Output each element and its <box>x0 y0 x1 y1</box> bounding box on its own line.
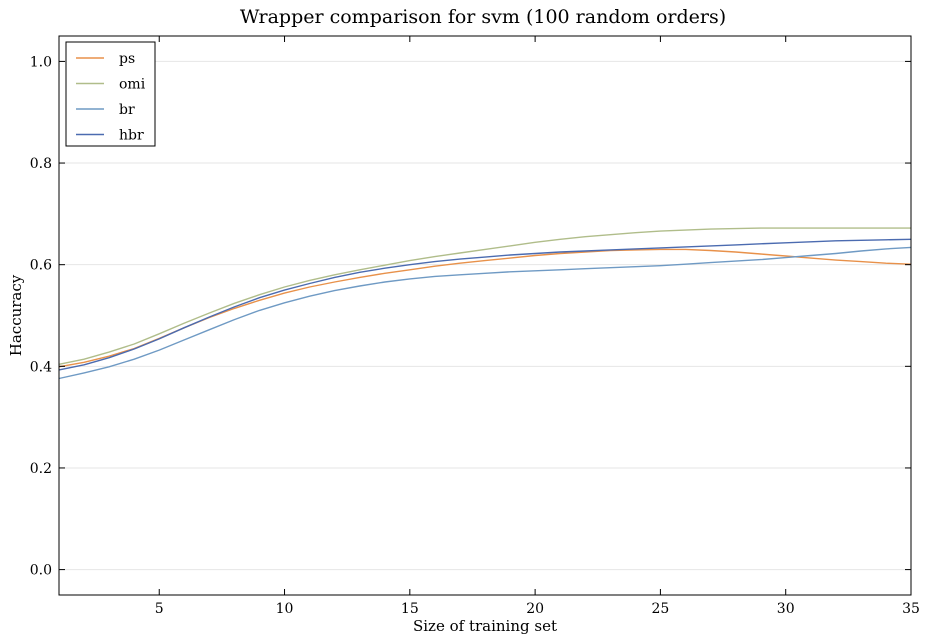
x-axis-label: Size of training set <box>413 617 557 635</box>
y-tick-label: 0.8 <box>30 156 52 172</box>
y-tick-label: 1.0 <box>30 54 52 70</box>
legend: ps omi br hbr <box>65 41 156 147</box>
plot-area-frame <box>58 35 912 596</box>
series-line-hbr <box>58 238 912 371</box>
axis-ticks: 0.0 0.2 0.4 0.6 0.8 1.0 5 10 15 20 25 30 35 <box>30 36 920 617</box>
x-tick-label: 20 <box>526 601 544 617</box>
y-axis-label: Haccuracy <box>7 274 25 356</box>
y-tick-label: 0.4 <box>30 359 52 375</box>
legend-label-hbr: hbr <box>119 128 144 144</box>
series-line-br <box>58 246 912 380</box>
legend-label-omi: omi <box>119 77 146 93</box>
series-line-omi <box>58 227 911 365</box>
series-line-ps <box>58 248 912 368</box>
chart-title: Wrapper comparison for svm (100 random o… <box>240 6 726 28</box>
x-tick-label: 10 <box>276 601 294 617</box>
y-tick-label: 0.2 <box>30 461 52 477</box>
x-tick-label: 30 <box>777 601 795 617</box>
y-tick-label: 0.6 <box>30 258 52 274</box>
legend-label-br: br <box>119 102 135 118</box>
legend-box <box>65 41 156 147</box>
legend-label-ps: ps <box>119 51 135 67</box>
x-tick-label: 35 <box>902 601 920 617</box>
x-tick-label: 15 <box>401 601 419 617</box>
series-lines <box>58 227 912 380</box>
y-tick-label: 0.0 <box>30 563 52 579</box>
x-tick-label: 25 <box>651 601 669 617</box>
x-tick-label: 5 <box>155 601 164 617</box>
grid-lines <box>59 60 911 571</box>
